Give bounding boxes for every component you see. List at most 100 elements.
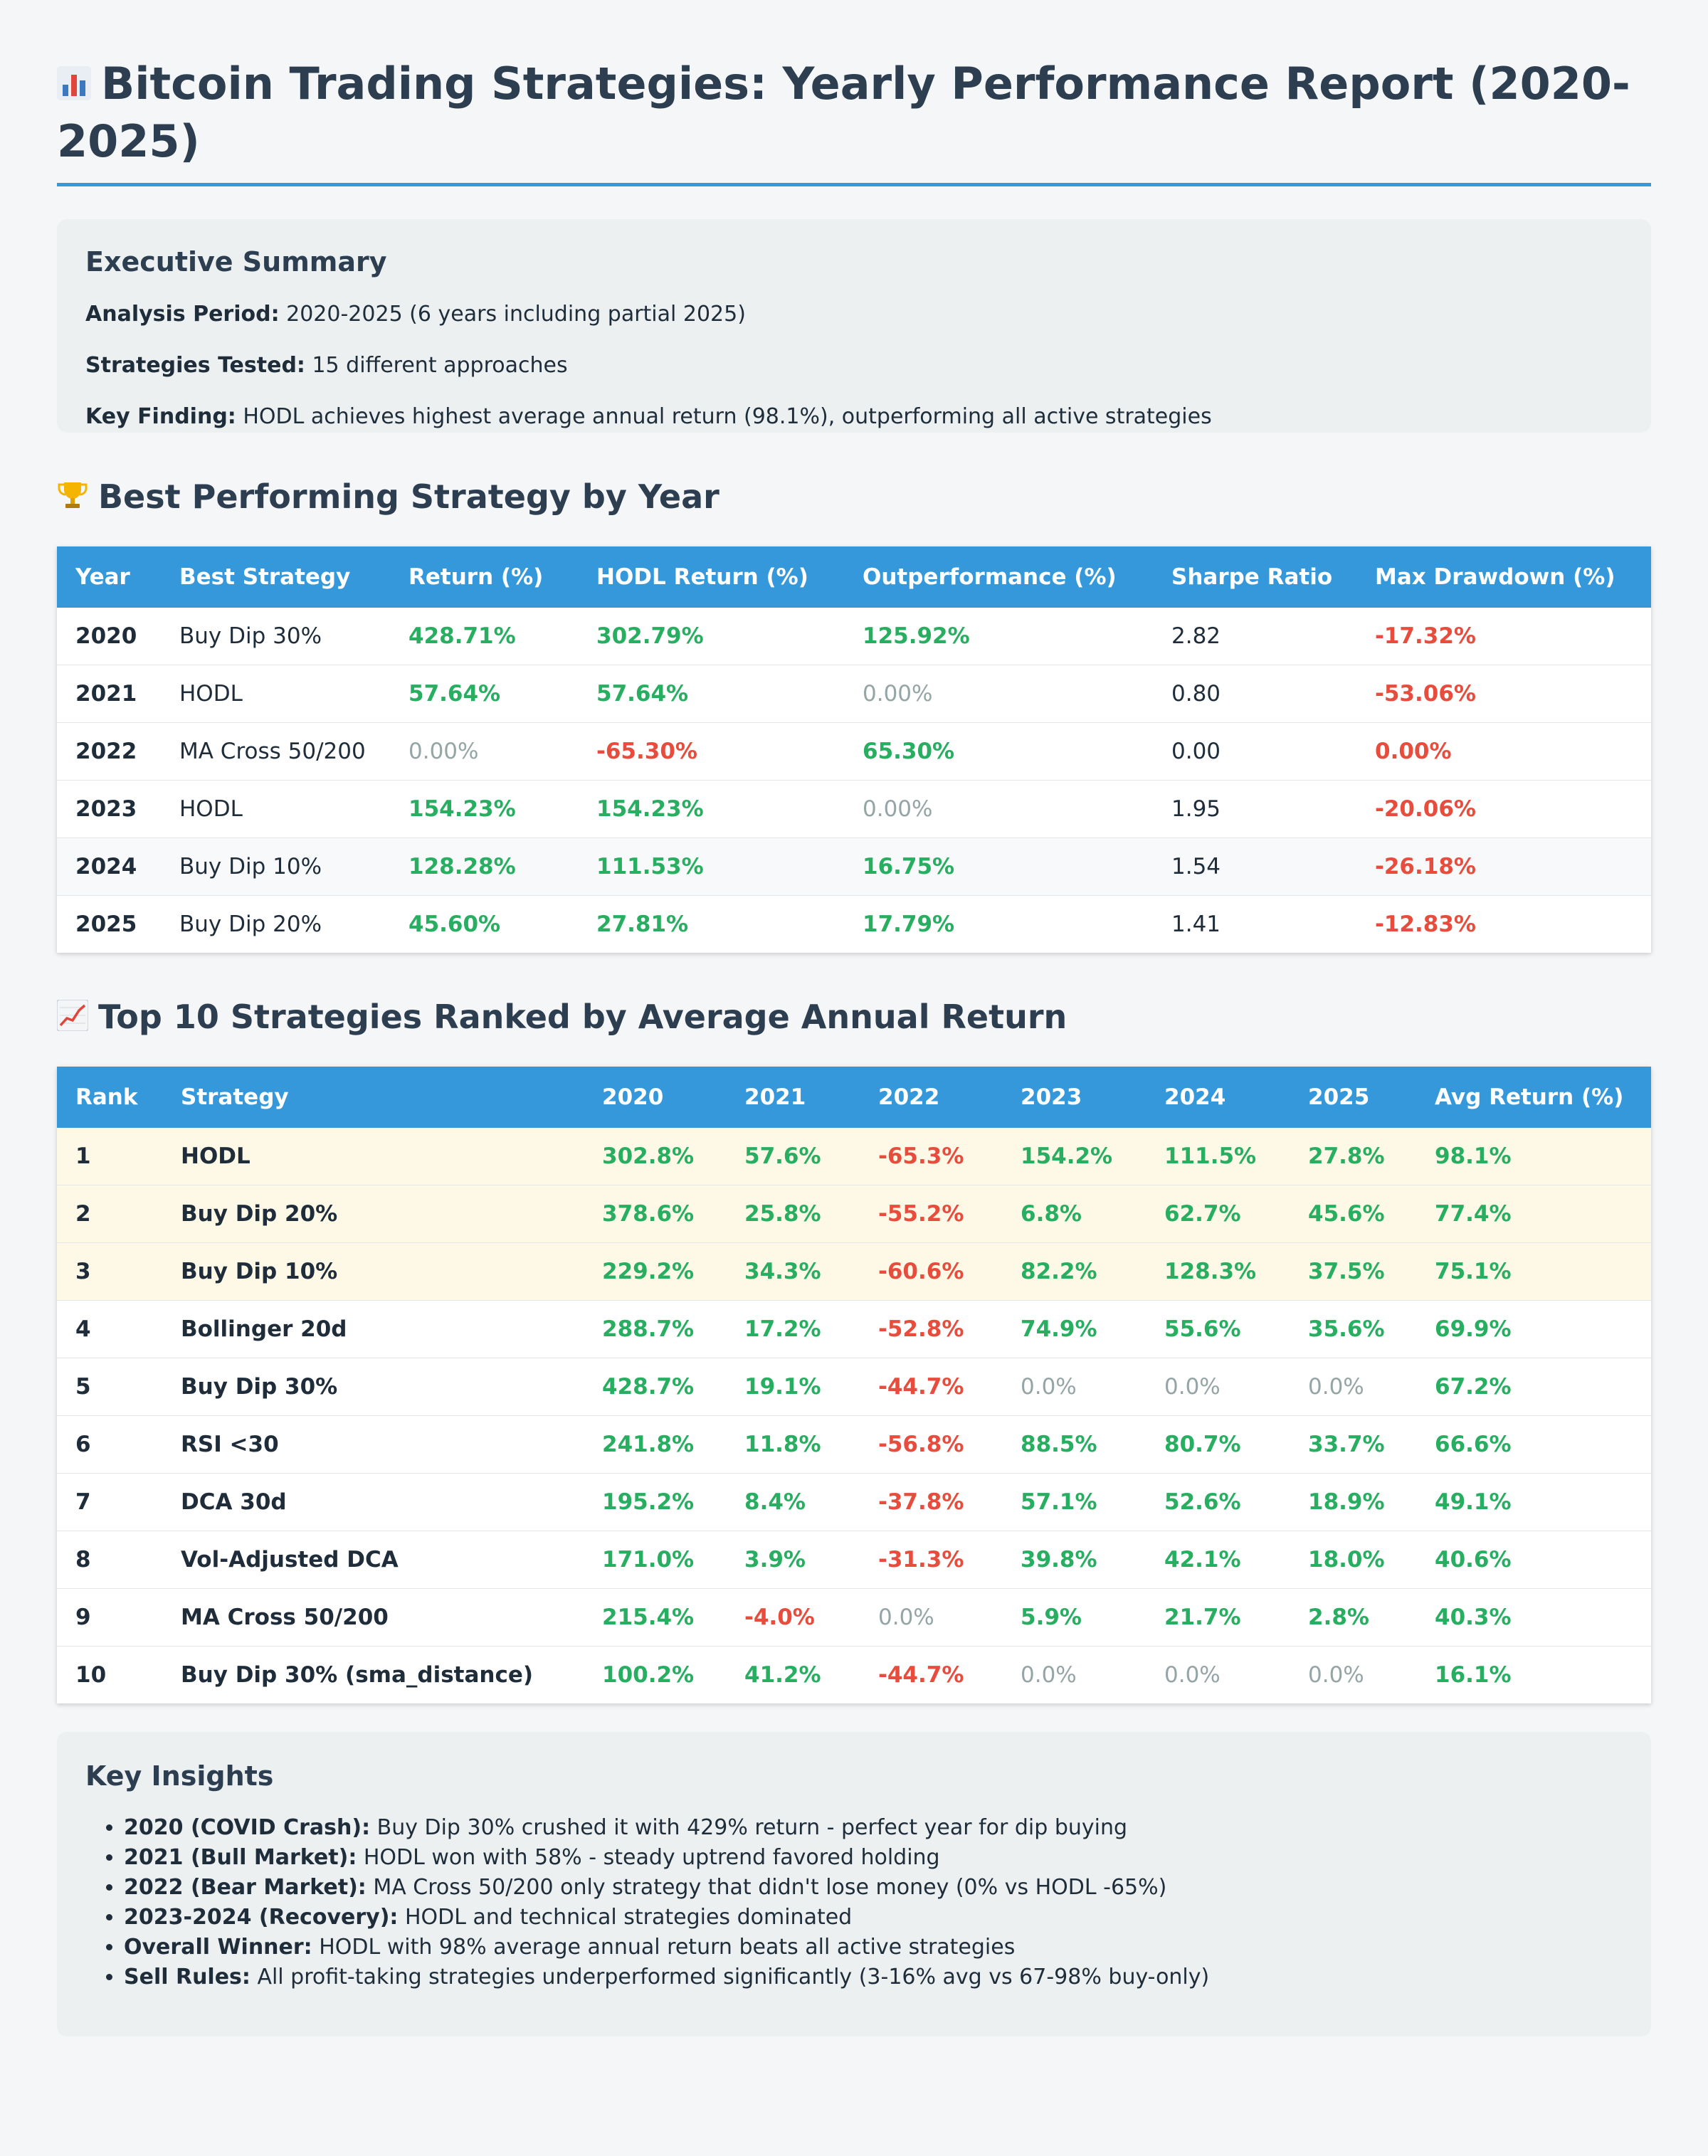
page-title: Bitcoin Trading Strategies: Yearly Perfo…	[57, 0, 1651, 187]
table-cell: -37.8%	[860, 1473, 1002, 1532]
table-cell: 37.5%	[1290, 1242, 1416, 1301]
table-cell: 27.81%	[596, 911, 689, 938]
column-header: 2023	[1002, 1067, 1146, 1129]
table-row: 10 Buy Dip 30% (sma_distance) 100.2% 41.2% -…	[57, 1647, 1651, 1704]
table-cell: 4	[57, 1300, 162, 1359]
table-cell: 195.2%	[584, 1473, 726, 1532]
table-cell: 1.41	[1171, 911, 1221, 938]
insights-heading: Key Insights	[85, 1760, 274, 1792]
table-cell: 302.79%	[578, 608, 844, 666]
table-cell: 88.5%	[1002, 1415, 1146, 1474]
table-cell: 0.0%	[1308, 1662, 1364, 1689]
key-insights: Key Insights 2020 (COVID Crash): Buy Dip…	[57, 1732, 1651, 2037]
table-cell: 171.0%	[584, 1531, 726, 1590]
table-cell: 3	[57, 1242, 162, 1301]
table-row: 4 Bollinger 20d 288.7% 17.2% -52.8% 74.9% 55.6…	[57, 1300, 1651, 1359]
table-cell: 57.64%	[390, 665, 578, 724]
table-cell: Bollinger 20d	[162, 1300, 584, 1359]
table-cell: 0.0%	[1164, 1662, 1221, 1689]
table-cell: 39.8%	[1002, 1531, 1146, 1590]
table-cell: 16.75%	[844, 837, 1153, 897]
insight-item: Overall Winner: HODL with 98% average an…	[124, 1933, 1623, 1962]
insight-text: MA Cross 50/200 only strategy that didn'…	[366, 1875, 1167, 1901]
table-cell: 57.64%	[578, 665, 844, 724]
insight-item: Sell Rules: All profit-taking strategies…	[124, 1962, 1623, 1992]
table-row: 2022 MA Cross 50/200 0.00% -65.30% 65.30% 0.0…	[57, 722, 1651, 781]
table-cell: 21.7%	[1146, 1588, 1290, 1647]
table-cell: Buy Dip 30%	[162, 1358, 584, 1417]
table-cell: 0.0%	[1002, 1358, 1146, 1417]
table-cell: 42.1%	[1146, 1531, 1290, 1590]
table-cell: MA Cross 50/200	[162, 1588, 584, 1647]
table-cell: -31.3%	[860, 1531, 1002, 1590]
table-cell: 154.2%	[1002, 1128, 1146, 1186]
table-cell: 19.1%	[726, 1358, 860, 1417]
column-header: Strategy	[162, 1067, 584, 1129]
table-cell: 27.8%	[1290, 1128, 1416, 1186]
table-cell: 17.2%	[726, 1300, 860, 1359]
table-cell: 7	[57, 1473, 162, 1532]
table-cell: 2020	[57, 608, 161, 666]
table-row: 3 Buy Dip 10% 229.2% 34.3% -60.6% 82.2% 128.3%…	[57, 1242, 1651, 1301]
table-cell: 5	[57, 1358, 162, 1417]
table-cell: 75.1%	[1416, 1242, 1651, 1301]
insight-item: 2022 (Bear Market): MA Cross 50/200 only…	[124, 1873, 1623, 1903]
table-cell: 17.79%	[863, 911, 955, 938]
table-row: 2 Buy Dip 20% 378.6% 25.8% -55.2% 6.8% 62.7% 45…	[57, 1185, 1651, 1244]
insight-item: 2021 (Bull Market): HODL won with 58% - …	[124, 1843, 1623, 1873]
table-cell: Buy Dip 10%	[161, 837, 390, 897]
table-cell: 128.28%	[390, 837, 578, 897]
column-header: 2020	[584, 1067, 726, 1129]
insights-list: 2020 (COVID Crash): Buy Dip 30% crushed …	[85, 1813, 1623, 1992]
table-cell: 378.6%	[584, 1185, 726, 1244]
table-cell: 57.6%	[726, 1128, 860, 1186]
table-cell: Buy Dip 20%	[162, 1185, 584, 1244]
best-by-year-table: Year Best Strategy Return (%) HODL Return (…	[57, 546, 1651, 953]
table-cell: 0.00%	[1356, 722, 1651, 781]
table-cell: 2.82	[1153, 608, 1356, 666]
column-header: 2025	[1290, 1067, 1416, 1129]
table-cell: -56.8%	[860, 1415, 1002, 1474]
table-cell: -65.30%	[578, 722, 844, 781]
table-cell: 18.0%	[1290, 1531, 1416, 1590]
trophy-icon	[58, 482, 88, 509]
table-cell: 428.71%	[390, 608, 578, 666]
table-cell: MA Cross 50/200	[161, 722, 390, 781]
table-cell: 111.5%	[1146, 1128, 1290, 1186]
table-row: 1 HODL 302.8% 57.6% -65.3% 154.2% 111.5% 27.8% 9…	[57, 1128, 1651, 1186]
table-row: 7 DCA 30d 195.2% 8.4% -37.8% 57.1% 52.6% 18.9% 4…	[57, 1473, 1651, 1532]
table-cell: -52.8%	[860, 1300, 1002, 1359]
table-cell: 0.0%	[860, 1588, 1002, 1647]
table-cell: -17.32%	[1356, 608, 1651, 666]
table-cell: 125.92%	[844, 608, 1153, 666]
column-header: HODL Return (%)	[578, 546, 844, 608]
table-cell: 2023	[57, 780, 161, 839]
table-cell: 8.4%	[726, 1473, 860, 1532]
table-cell: 2025	[75, 911, 137, 938]
table-row: 5 Buy Dip 30% 428.7% 19.1% -44.7% 0.0% 0.0% 0.0…	[57, 1358, 1651, 1417]
table-cell: -4.0%	[726, 1588, 860, 1647]
table-cell: 11.8%	[726, 1415, 860, 1474]
table-cell: 80.7%	[1146, 1415, 1290, 1474]
table-cell: 2	[57, 1185, 162, 1244]
table-row: 2020 Buy Dip 30% 428.71% 302.79% 125.92% 2.82…	[57, 608, 1651, 666]
column-header: 2022	[860, 1067, 1002, 1129]
table-cell: 2024	[57, 837, 161, 897]
table-cell: 67.2%	[1416, 1358, 1651, 1417]
table-cell: 69.9%	[1416, 1300, 1651, 1359]
table-cell: -65.3%	[860, 1128, 1002, 1186]
table-cell: 40.3%	[1416, 1588, 1651, 1647]
table-cell: Buy Dip 30% (sma_distance)	[181, 1662, 534, 1689]
summary-item: Strategies Tested: 15 different approach…	[85, 353, 568, 379]
table-cell: 0.0%	[1290, 1358, 1416, 1417]
top10-heading: Top 10 Strategies Ranked by Average Annu…	[57, 995, 1651, 1038]
column-header: Return (%)	[390, 546, 578, 608]
insight-text: Buy Dip 30% crushed it with 429% return …	[370, 1815, 1128, 1841]
table-cell: 1.95	[1153, 780, 1356, 839]
column-header: Rank	[57, 1067, 162, 1129]
table-row: 2024 Buy Dip 10% 128.28% 111.53% 16.75% 1.54-…	[57, 837, 1651, 897]
insight-label: Sell Rules:	[124, 1965, 251, 1990]
table-cell: 0.00%	[390, 722, 578, 781]
table-cell: 0.00%	[844, 780, 1153, 839]
table-cell: 8	[57, 1531, 162, 1590]
